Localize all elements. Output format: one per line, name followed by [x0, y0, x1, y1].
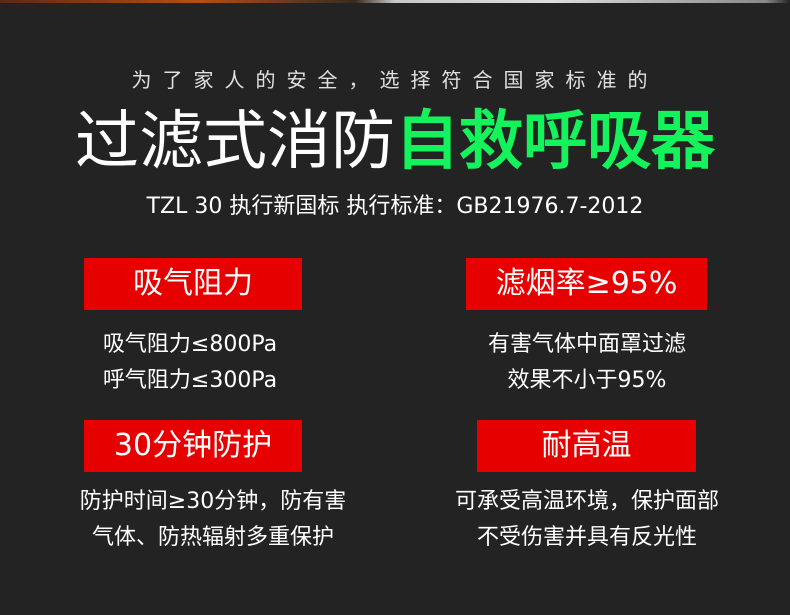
title-white: 过滤式消防 [75, 105, 395, 179]
feature-desc: 可承受高温环境，保护面部 不受伤害并具有反光性 [407, 484, 767, 556]
desc-line: 气体、防热辐射多重保护 [91, 525, 334, 550]
standard-text: TZL 30 执行新国标 执行标准：GB21976.7-2012 [146, 194, 644, 219]
desc-line: 可承受高温环境，保护面部 [454, 489, 719, 514]
feature-badge-30min: 30分钟防护 [84, 420, 302, 472]
feature-desc: 防护时间≥30分钟，防有害 气体、防热辐射多重保护 [33, 484, 393, 556]
top-image-strip [0, 0, 790, 3]
desc-line: 吸气阻力≤800Pa [102, 332, 278, 357]
feature-badge-inhale-resistance: 吸气阻力 [84, 258, 302, 310]
desc-line: 有害气体中面罩过滤 [487, 332, 686, 357]
desc-line: 防护时间≥30分钟，防有害 [79, 489, 347, 514]
desc-line: 效果不小于95% [507, 368, 667, 393]
feature-badge-smoke-filter: 滤烟率≥95% [466, 258, 707, 310]
desc-line: 呼气阻力≤300Pa [102, 368, 278, 393]
title-green: 自救呼吸器 [395, 105, 715, 179]
subtitle: 为了家人的安全，选择符合国家标准的 [131, 68, 659, 92]
page-title: 过滤式消防自救呼吸器 [0, 103, 790, 181]
feature-desc: 吸气阻力≤800Pa 呼气阻力≤300Pa [10, 327, 370, 399]
feature-badge-heat-resistant: 耐高温 [477, 420, 696, 472]
desc-line: 不受伤害并具有反光性 [476, 525, 697, 550]
feature-desc: 有害气体中面罩过滤 效果不小于95% [407, 327, 767, 399]
